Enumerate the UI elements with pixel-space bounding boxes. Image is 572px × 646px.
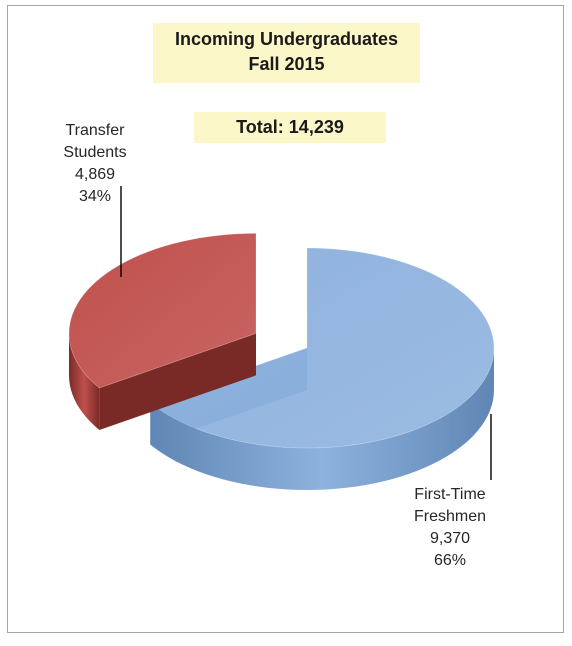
total-box: Total: 14,239 xyxy=(194,112,386,143)
chart-title: Incoming Undergraduates xyxy=(174,29,399,49)
chart-title-box: Incoming Undergraduates Fall 2015 xyxy=(153,23,420,83)
pie-slice-transfer-students xyxy=(68,232,257,430)
slice-top xyxy=(68,232,257,389)
label-percent: 66% xyxy=(433,552,467,569)
label-value: 4,869 xyxy=(74,166,116,183)
data-label-transfer-students: Transfer Students 4,869 34% xyxy=(40,120,150,208)
slice-side xyxy=(150,348,494,490)
label-name-line1: First-Time xyxy=(414,486,486,503)
total-label: Total: 14,239 xyxy=(236,117,344,137)
label-name-line2: Freshmen xyxy=(413,508,487,525)
slice-top xyxy=(149,247,495,449)
pie-slice-first-time-freshmen xyxy=(149,247,495,490)
label-percent: 34% xyxy=(78,188,112,205)
chart-subtitle: Fall 2015 xyxy=(248,54,325,74)
slice-wall xyxy=(99,333,257,430)
label-name-line2: Students xyxy=(63,144,127,161)
label-value: 9,370 xyxy=(429,530,471,547)
label-name-line1: Transfer xyxy=(65,122,125,139)
data-label-first-time-freshmen: First-Time Freshmen 9,370 66% xyxy=(390,484,510,572)
slice-side xyxy=(69,333,100,430)
